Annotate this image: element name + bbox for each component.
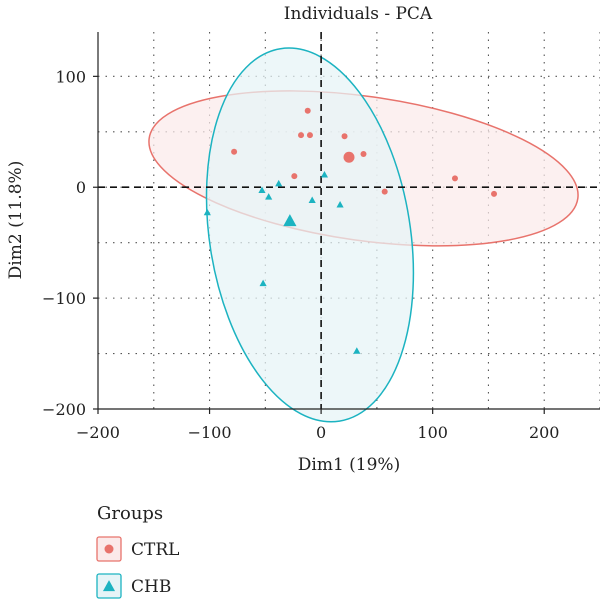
x-axis-title: Dim1 (19%) <box>298 455 400 475</box>
legend-marker-ctrl <box>104 544 114 554</box>
point-ctrl <box>381 188 388 195</box>
point-ctrl <box>298 132 305 139</box>
point-chb <box>265 193 273 200</box>
y-axis-title: Dim2 (11.8%) <box>6 161 26 280</box>
point-ctrl <box>231 148 238 155</box>
y-tick-label: −100 <box>42 289 86 308</box>
point-chb <box>308 196 316 204</box>
ellipse-chb <box>205 47 415 423</box>
point-ctrl <box>360 150 367 157</box>
y-tick-label: 0 <box>76 178 86 197</box>
legend-label-ctrl: CTRL <box>131 540 179 560</box>
point-chb <box>259 279 267 287</box>
point-chb <box>353 347 361 354</box>
x-tick-label: −100 <box>188 423 232 442</box>
y-tick-label: 100 <box>55 67 86 86</box>
chart-title: Individuals - PCA <box>284 4 433 24</box>
point-chb <box>275 179 283 187</box>
x-tick-label: 0 <box>316 423 326 442</box>
point-chb <box>320 171 329 178</box>
mean-point-ctrl <box>343 151 355 163</box>
point-chb <box>258 186 266 194</box>
point-ctrl <box>341 133 348 140</box>
point-ctrl <box>451 175 458 182</box>
x-tick-label: 100 <box>417 423 448 442</box>
legend-marker-chb <box>102 580 116 592</box>
point-ctrl <box>304 107 311 114</box>
legend-title: Groups <box>97 503 163 524</box>
x-tick-label: 200 <box>529 423 560 442</box>
y-tick-label: −200 <box>42 400 86 419</box>
legend-label-chb: CHB <box>131 577 171 597</box>
legend: CTRL CHB <box>96 536 179 599</box>
x-tick-label: −200 <box>76 423 120 442</box>
point-chb <box>336 200 344 208</box>
mean-point-chb <box>283 214 297 227</box>
point-chb <box>203 208 211 216</box>
plot-area: −200 −100 0 100 200 −200 −100 0 100 <box>42 32 600 442</box>
point-ctrl <box>491 190 498 197</box>
point-ctrl <box>306 132 313 139</box>
point-ctrl <box>291 173 298 180</box>
